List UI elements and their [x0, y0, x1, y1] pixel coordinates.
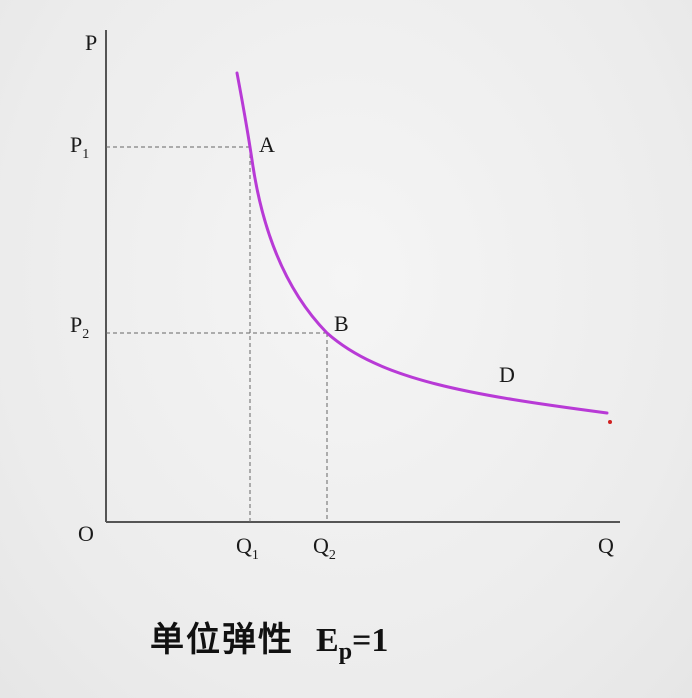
caption-formula: Ep=1: [316, 622, 389, 665]
point-a-label: A: [259, 132, 275, 157]
caption-text: 单位弹性: [150, 620, 294, 660]
y-axis-label: P: [85, 30, 97, 55]
point-b-label: B: [334, 311, 349, 336]
end-marker: [608, 420, 612, 424]
diagram-caption: 单位弹性 Ep=1: [150, 612, 388, 666]
x-axis-label: Q: [598, 533, 614, 558]
point-d-label: D: [499, 362, 515, 387]
demand-curve: [235, 71, 609, 415]
p2-label: P2: [70, 312, 89, 342]
q1-label: Q1: [236, 533, 259, 563]
origin-label: O: [78, 521, 94, 546]
p1-label: P1: [70, 132, 89, 162]
unit-elasticity-diagram: P Q O P1 P2 Q1 Q2 A B D: [70, 30, 620, 563]
q2-label: Q2: [313, 533, 336, 563]
